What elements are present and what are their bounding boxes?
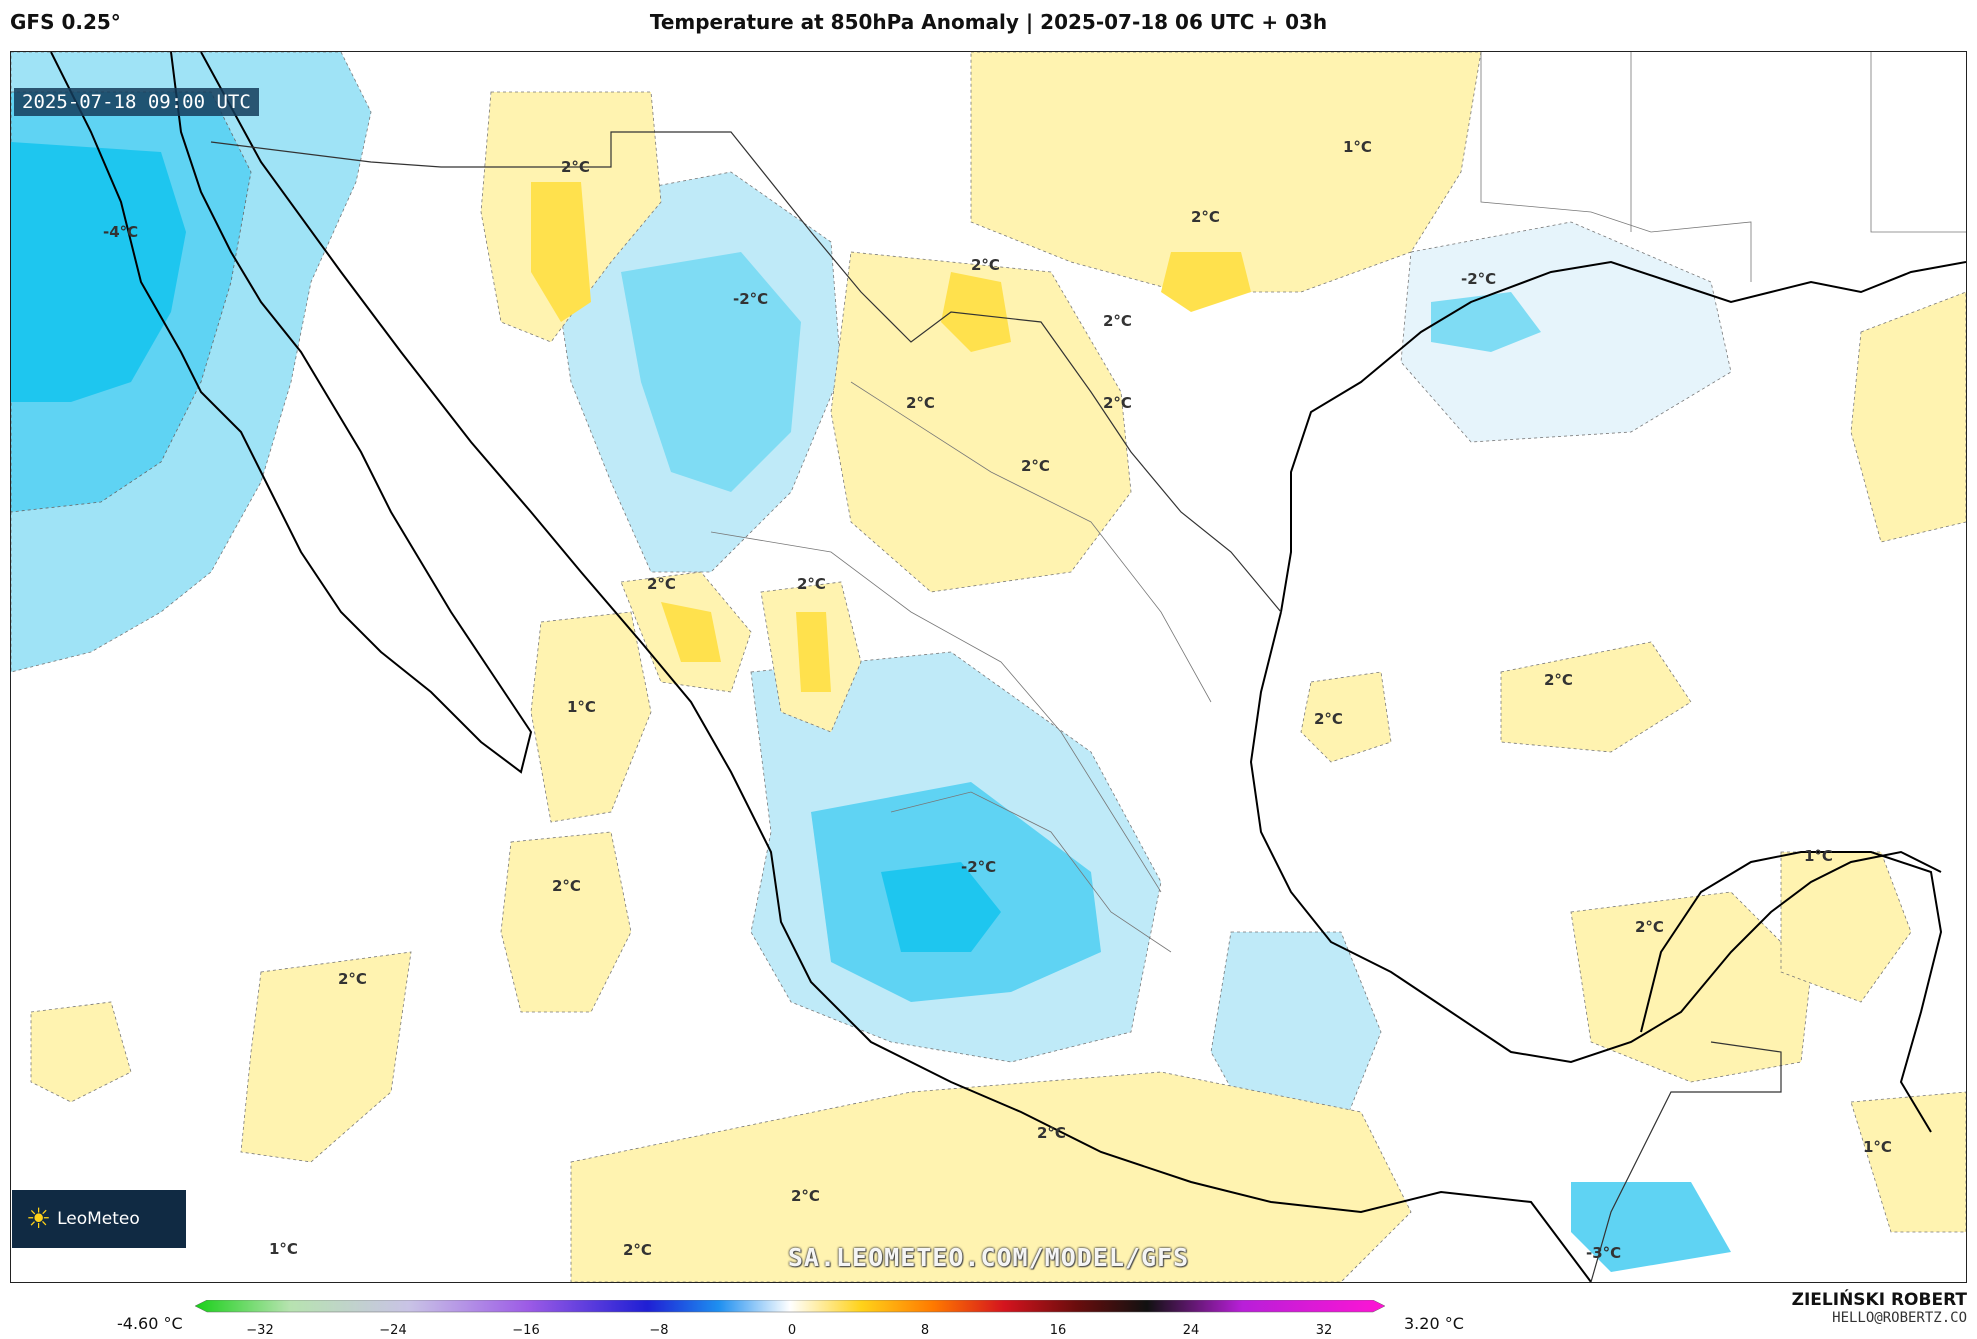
positive-anomaly-areas	[30, 52, 1966, 1282]
colorbar-tick-label: −32	[246, 1323, 273, 1336]
contour-label: 1°C	[269, 1240, 298, 1258]
gulf-cold-core	[1431, 292, 1541, 352]
colorbar-tick-label: −16	[512, 1323, 539, 1336]
colorbar-tick-label: 16	[1050, 1323, 1067, 1336]
pacific-warm-2	[500, 831, 632, 1013]
sonora-warm-core	[531, 182, 591, 322]
contour-label: 2°C	[1635, 918, 1664, 936]
contour-label: 2°C	[338, 970, 367, 988]
contour-label: 2°C	[971, 256, 1000, 274]
contour-label: 2°C	[647, 575, 676, 593]
guatemala-border	[1590, 1041, 1782, 1282]
valid-time-badge: 2025-07-18 09:00 UTC	[14, 88, 259, 116]
contour-label: 1°C	[1804, 847, 1833, 865]
pacific-coldest-core	[11, 142, 186, 402]
contour-label: 2°C	[1021, 457, 1050, 475]
state-lines-1	[710, 531, 1162, 893]
contour-label: 2°C	[561, 158, 590, 176]
contour-label: 2°C	[1544, 671, 1573, 689]
model-label: GFS 0.25°	[10, 10, 121, 34]
gulf-warm-north	[970, 52, 1482, 293]
pacific-warm-south	[570, 1071, 1412, 1282]
gulf-coast	[1249, 611, 1942, 1064]
yucatan-coast	[1640, 851, 1943, 1133]
map-panel[interactable]: -4°C 2°C 2°C -2°C 2°C 1°C 2°C -2°C 2°C 2…	[10, 51, 1967, 1283]
legend-min-value: -4.60 °C	[117, 1314, 183, 1333]
gulf-warm-east-1	[1300, 671, 1392, 763]
baja-pacific-coast	[50, 52, 533, 774]
caribbean-warm	[1850, 291, 1966, 543]
yucatan-warm	[1570, 891, 1812, 1083]
colorbar-tick-label: 24	[1183, 1323, 1200, 1336]
contour-labels: -4°C 2°C 2°C -2°C 2°C 1°C 2°C -2°C 2°C 2…	[103, 138, 1892, 1262]
texas-warm-core	[1161, 252, 1251, 312]
coastlines	[50, 52, 1966, 1282]
pacific-warm-3	[240, 951, 412, 1163]
contour-label: 2°C	[1191, 208, 1220, 226]
state-lines-3	[890, 791, 1172, 953]
us-state-lines	[1480, 52, 1966, 282]
contour-label: 1°C	[1343, 138, 1372, 156]
contour-label: 1°C	[567, 698, 596, 716]
contour-label: -2°C	[1461, 270, 1496, 288]
mexico-pacific-coast	[200, 52, 1592, 1282]
contour-label: 1°C	[1863, 1138, 1892, 1156]
contour-label: 2°C	[1037, 1124, 1066, 1142]
contour-label: 2°C	[1103, 394, 1132, 412]
political-borders	[210, 52, 1966, 1282]
gulf-cold-patch	[1400, 221, 1732, 443]
site-watermark: SA.LEOMETEO.COM/MODEL/GFS	[787, 1243, 1190, 1272]
author-email[interactable]: HELLO@ROBERTZ.CO	[1832, 1310, 1967, 1326]
chihuahua-warm-core	[941, 272, 1011, 352]
color-scale-bar: −32 −24 −16 −8 0 8 16 24 32	[195, 1300, 1385, 1336]
author-credit: ZIELIŃSKI ROBERT HELLO@ROBERTZ.CO	[1792, 1290, 1967, 1326]
gulf-warm-east-2	[1500, 641, 1692, 753]
sun-icon: ☀	[26, 1202, 52, 1235]
texas-gulf-coast	[1280, 260, 1966, 613]
anomaly-map[interactable]: -4°C 2°C 2°C -2°C 2°C 1°C 2°C -2°C 2°C 2…	[11, 52, 1966, 1282]
colorbar-tick-label: −8	[649, 1323, 668, 1336]
contour-label: 2°C	[791, 1187, 820, 1205]
author-name: ZIELIŃSKI ROBERT	[1791, 1290, 1967, 1310]
pacific-warm-4	[30, 1001, 132, 1103]
contour-label: -2°C	[961, 858, 996, 876]
contour-label: 2°C	[623, 1241, 652, 1259]
central-mexico-coldest	[881, 862, 1001, 952]
contour-label: 2°C	[1103, 312, 1132, 330]
colorbar-gradient	[195, 1300, 1385, 1313]
negative-anomaly-areas	[11, 52, 1732, 1272]
contour-label: 2°C	[797, 575, 826, 593]
guatemala-cold	[1571, 1182, 1731, 1272]
durango-warm-core	[796, 612, 831, 692]
sinaloa-warm-core	[661, 602, 721, 662]
sierra-madre-occ-core	[621, 252, 801, 492]
contour-label: 2°C	[1314, 710, 1343, 728]
colorbar-tick-label: 32	[1316, 1323, 1333, 1336]
colorbar-tick-label: 0	[788, 1323, 796, 1336]
contour-label: -4°C	[103, 223, 138, 241]
brand-name: LeoMeteo	[57, 1209, 140, 1229]
contour-label: -2°C	[733, 290, 768, 308]
contour-label: 2°C	[552, 877, 581, 895]
colorbar-tick-label: −24	[379, 1323, 406, 1336]
legend-max-value: 3.20 °C	[1404, 1314, 1464, 1333]
colorbar-tick-label: 8	[921, 1323, 929, 1336]
brand-logo[interactable]: ☀ LeoMeteo	[12, 1190, 186, 1248]
colorbar-ticks: −32 −24 −16 −8 0 8 16 24 32	[246, 1323, 1332, 1336]
contour-label: 2°C	[906, 394, 935, 412]
chart-title: Temperature at 850hPa Anomaly | 2025-07-…	[649, 10, 1328, 34]
state-lines-2	[850, 381, 1212, 703]
east-warm	[1780, 851, 1912, 1003]
us-mexico-border	[210, 131, 1282, 613]
pacific-warm-1	[530, 611, 652, 823]
caribbean-warm-south	[1850, 1091, 1966, 1233]
contour-label: -3°C	[1586, 1244, 1621, 1262]
